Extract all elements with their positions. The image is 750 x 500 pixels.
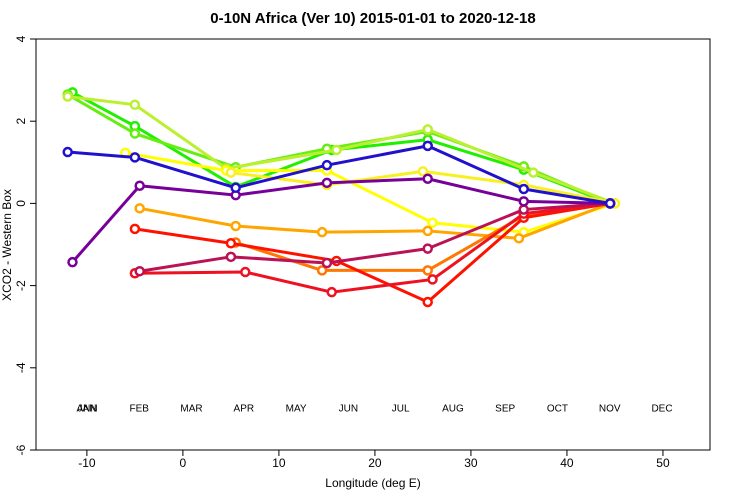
legend-label: ANN <box>76 404 97 415</box>
data-point <box>331 144 342 156</box>
data-point <box>422 265 433 276</box>
data-point <box>417 166 429 177</box>
data-point <box>225 167 237 178</box>
y-tick-label: -2 <box>14 280 28 291</box>
x-tick-label: 50 <box>656 456 670 470</box>
data-point <box>134 180 145 191</box>
data-point <box>422 243 433 254</box>
legend-label: AUG <box>442 404 464 415</box>
legend-label: JAN <box>78 404 97 415</box>
y-tick-label: -6 <box>14 444 28 455</box>
y-tick-label: -4 <box>14 362 28 373</box>
data-point <box>422 173 433 184</box>
data-point <box>518 204 529 215</box>
data-point <box>230 182 241 194</box>
data-point <box>134 203 145 214</box>
series-line <box>139 201 611 273</box>
data-point <box>225 251 237 263</box>
plot-frame <box>35 38 711 451</box>
data-point <box>427 274 438 285</box>
data-point <box>321 159 333 171</box>
legend-label: MAR <box>180 404 202 415</box>
x-tick-label: 10 <box>272 456 286 470</box>
data-point <box>518 196 529 207</box>
data-point <box>316 226 328 238</box>
x-tick-label: 30 <box>464 456 478 470</box>
legend-label: JUL <box>392 404 410 415</box>
data-point <box>604 198 616 209</box>
x-tick-label: 40 <box>560 456 574 470</box>
series-line <box>139 201 611 240</box>
data-point <box>518 183 529 195</box>
data-point <box>134 265 145 277</box>
y-tick-label: 0 <box>14 200 28 207</box>
legend-label: JUN <box>339 404 358 415</box>
data-point <box>326 286 337 298</box>
series-line <box>134 201 611 294</box>
data-point <box>422 296 433 308</box>
data-point <box>225 238 237 249</box>
data-point <box>129 128 141 139</box>
data-point <box>129 223 141 235</box>
legend-label: APR <box>234 404 255 415</box>
x-tick-label: 20 <box>368 456 382 470</box>
data-point <box>422 225 433 237</box>
data-point <box>67 256 78 268</box>
data-point <box>528 167 539 178</box>
y-tick-label: 2 <box>14 118 28 125</box>
data-point <box>427 217 438 228</box>
legend-label: SEP <box>495 404 515 415</box>
series-line <box>134 201 611 304</box>
chart-title: 0-10N Africa (Ver 10) 2015-01-01 to 2020… <box>210 10 535 27</box>
x-tick-label: -10 <box>78 456 96 470</box>
data-point <box>321 257 333 269</box>
data-point <box>62 91 73 102</box>
data-point <box>129 152 141 163</box>
data-point <box>240 266 251 278</box>
data-point <box>316 265 328 276</box>
x-axis-label: Longitude (deg E) <box>325 476 420 490</box>
data-point <box>230 220 241 232</box>
data-point <box>513 233 525 244</box>
data-point <box>422 140 433 152</box>
y-axis-label: XCO2 - Western Box <box>0 189 14 301</box>
legend-label: OCT <box>547 404 568 415</box>
y-tick-label: 4 <box>14 35 28 42</box>
legend-label: MAY <box>286 404 307 415</box>
legend-label: DEC <box>651 404 672 415</box>
data-point <box>129 99 141 111</box>
data-point <box>321 177 333 189</box>
legend-label: FEB <box>130 404 150 415</box>
series-line <box>125 151 616 234</box>
legend-label: NOV <box>599 404 621 415</box>
x-tick-label: 0 <box>180 456 187 470</box>
data-point <box>422 124 433 135</box>
data-point <box>62 146 73 158</box>
